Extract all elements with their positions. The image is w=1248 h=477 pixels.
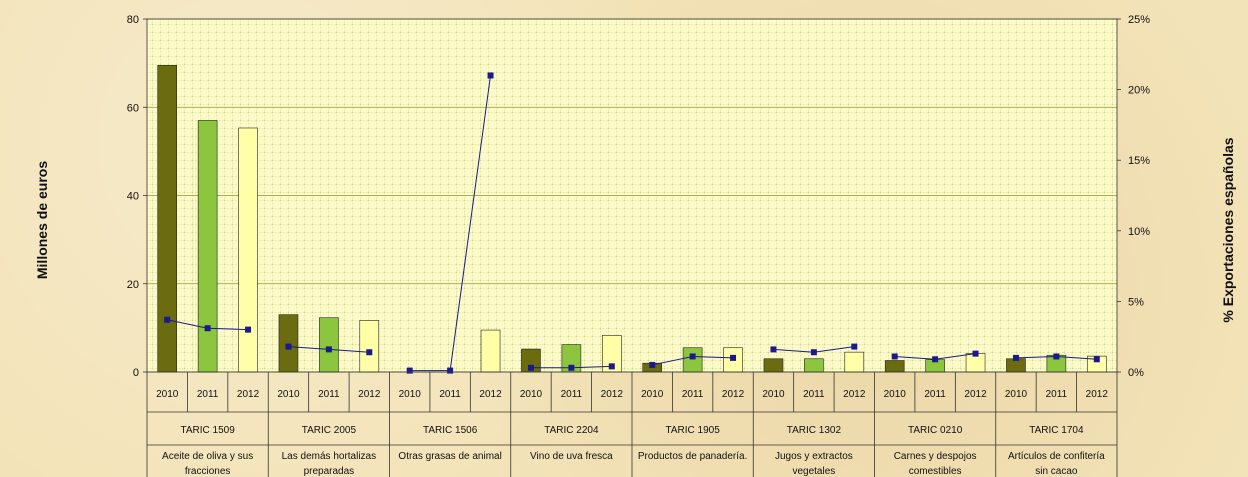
year-label: 2011 <box>439 389 461 400</box>
y-tick-label: 0 <box>133 367 139 379</box>
share-point <box>730 354 737 361</box>
bar <box>319 317 339 373</box>
bar <box>359 320 380 373</box>
y-tick-label: 40 <box>127 191 139 203</box>
taric-code-label: TARIC 1704 <box>1029 425 1084 436</box>
share-point <box>608 363 615 370</box>
year-label: 2011 <box>803 389 825 400</box>
share-point <box>568 364 575 371</box>
y-tick-label: 20 <box>127 279 139 291</box>
year-label: 2010 <box>399 389 422 400</box>
bar <box>682 347 703 373</box>
y2-tick-label: 10% <box>1128 226 1150 238</box>
year-label: 2011 <box>318 389 340 400</box>
year-label: 2012 <box>601 389 624 400</box>
year-label: 2012 <box>843 389 866 400</box>
taric-code-label: TARIC 1509 <box>180 425 235 436</box>
taric-code-label: TARIC 1506 <box>423 425 478 436</box>
year-label: 2012 <box>358 389 381 400</box>
share-point <box>245 326 252 333</box>
bar <box>763 358 784 373</box>
product-name-label: sin cacao <box>1035 466 1078 477</box>
share-point <box>164 316 171 323</box>
year-label: 2010 <box>156 389 179 400</box>
share-point <box>366 349 373 356</box>
product-name-label: Productos de panadería. <box>638 451 748 462</box>
product-name-label: Aceite de oliva y sus <box>162 451 253 462</box>
share-point <box>649 361 656 368</box>
year-label: 2010 <box>520 389 543 400</box>
year-label: 2012 <box>1086 389 1109 400</box>
year-label: 2010 <box>277 389 300 400</box>
bar <box>844 351 865 373</box>
share-point <box>891 353 898 360</box>
bar <box>804 358 824 373</box>
product-name-label: Las demás hortalizas <box>282 451 377 462</box>
share-point <box>770 346 777 353</box>
share-point <box>689 353 696 360</box>
share-point <box>1053 353 1060 360</box>
share-point <box>1093 356 1100 363</box>
y2-axis-title: % Exportaciones españolas <box>1220 137 1236 322</box>
year-label: 2011 <box>1046 389 1068 400</box>
bar <box>197 120 218 373</box>
share-point <box>810 349 817 356</box>
product-name-label: preparadas <box>304 466 355 477</box>
year-label: 2012 <box>237 389 260 400</box>
year-label: 2011 <box>924 389 946 400</box>
bar <box>238 127 258 373</box>
year-label: 2010 <box>641 389 664 400</box>
product-name-label: Otras grasas de animal <box>398 451 501 462</box>
year-label: 2012 <box>964 389 987 400</box>
share-point <box>527 364 534 371</box>
y-tick-label: 80 <box>127 14 139 26</box>
product-name-label: Jugos y extractos <box>775 451 853 462</box>
taric-code-label: TARIC 2204 <box>544 425 599 436</box>
share-point <box>972 350 979 357</box>
bar <box>884 360 905 373</box>
y2-tick-label: 20% <box>1128 85 1150 97</box>
share-line-series <box>164 72 1100 374</box>
taric-code-label: TARIC 1905 <box>665 425 720 436</box>
year-label: 2011 <box>197 389 219 400</box>
product-name-label: Vino de uva fresca <box>530 451 613 462</box>
share-point <box>285 343 292 350</box>
year-label: 2012 <box>722 389 745 400</box>
year-label: 2010 <box>1005 389 1028 400</box>
y-tick-label: 60 <box>127 102 139 114</box>
y2-tick-label: 5% <box>1128 296 1144 308</box>
share-point <box>851 343 858 350</box>
share-point <box>932 356 939 363</box>
bar <box>480 329 501 373</box>
taric-code-label: TARIC 0210 <box>908 425 963 436</box>
bar <box>278 314 299 373</box>
product-name-label: vegetales <box>792 466 835 477</box>
share-point <box>447 367 454 374</box>
y2-tick-label: 0% <box>1128 367 1144 379</box>
y-axis-title: Millones de euros <box>34 161 50 279</box>
share-point <box>487 72 494 79</box>
category-table: 2010 2011 2012 TARIC 1509 Aceite de oliva y … <box>146 372 1118 477</box>
year-label: 2010 <box>762 389 785 400</box>
product-name-label: Artículos de confitería <box>1008 451 1105 462</box>
y2-tick-label: 15% <box>1128 155 1150 167</box>
taric-code-label: TARIC 1302 <box>787 425 842 436</box>
year-label: 2012 <box>479 389 502 400</box>
share-point <box>325 346 332 353</box>
taric-code-label: TARIC 2005 <box>302 425 357 436</box>
year-label: 2011 <box>682 389 704 400</box>
product-name-label: comestibles <box>909 466 962 477</box>
year-label: 2011 <box>561 389 583 400</box>
year-label: 2010 <box>884 389 907 400</box>
y2-tick-label: 25% <box>1128 14 1150 26</box>
share-point <box>1012 354 1019 361</box>
product-name-label: Carnes y despojos <box>894 451 977 462</box>
product-name-label: fracciones <box>185 466 231 477</box>
axes: 0 20 40 60 80 0% 5% 10% 15% 20% 25% <box>127 14 1150 379</box>
share-point <box>204 325 211 332</box>
bar <box>157 65 178 373</box>
share-point <box>406 367 413 374</box>
